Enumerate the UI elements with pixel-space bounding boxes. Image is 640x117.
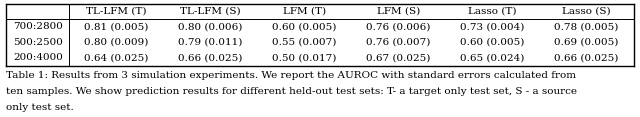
Text: TL-LFM (T): TL-LFM (T) bbox=[86, 7, 147, 16]
Text: only test set.: only test set. bbox=[6, 103, 74, 112]
Text: 0.67 (0.025): 0.67 (0.025) bbox=[366, 53, 431, 62]
Text: 0.69 (0.005): 0.69 (0.005) bbox=[554, 38, 619, 47]
Text: 0.78 (0.005): 0.78 (0.005) bbox=[554, 22, 619, 31]
Text: TL-LFM (S): TL-LFM (S) bbox=[180, 7, 241, 16]
Text: LFM (T): LFM (T) bbox=[283, 7, 326, 16]
Text: 700:2800: 700:2800 bbox=[13, 22, 63, 31]
Text: 0.66 (0.025): 0.66 (0.025) bbox=[554, 53, 619, 62]
Text: 0.80 (0.006): 0.80 (0.006) bbox=[178, 22, 243, 31]
Text: 500:2500: 500:2500 bbox=[13, 38, 63, 47]
Text: 200:4000: 200:4000 bbox=[13, 53, 63, 62]
Text: 0.81 (0.005): 0.81 (0.005) bbox=[84, 22, 148, 31]
Text: 0.60 (0.005): 0.60 (0.005) bbox=[272, 22, 337, 31]
Text: 0.55 (0.007): 0.55 (0.007) bbox=[272, 38, 337, 47]
Text: 0.60 (0.005): 0.60 (0.005) bbox=[460, 38, 525, 47]
Text: Table 1: Results from 3 simulation experiments. We report the AUROC with standar: Table 1: Results from 3 simulation exper… bbox=[6, 71, 577, 80]
Text: 0.64 (0.025): 0.64 (0.025) bbox=[84, 53, 148, 62]
Text: Lasso (T): Lasso (T) bbox=[468, 7, 516, 16]
Text: Lasso (S): Lasso (S) bbox=[563, 7, 611, 16]
Text: 0.50 (0.017): 0.50 (0.017) bbox=[272, 53, 337, 62]
Text: 0.65 (0.024): 0.65 (0.024) bbox=[460, 53, 525, 62]
Text: 0.76 (0.006): 0.76 (0.006) bbox=[366, 22, 431, 31]
Text: 0.80 (0.009): 0.80 (0.009) bbox=[84, 38, 148, 47]
Text: 0.66 (0.025): 0.66 (0.025) bbox=[178, 53, 243, 62]
Text: 0.79 (0.011): 0.79 (0.011) bbox=[178, 38, 243, 47]
Text: 0.73 (0.004): 0.73 (0.004) bbox=[460, 22, 525, 31]
Text: 0.76 (0.007): 0.76 (0.007) bbox=[366, 38, 431, 47]
Text: ten samples. We show prediction results for different held-out test sets: T- a t: ten samples. We show prediction results … bbox=[6, 87, 577, 96]
Text: LFM (S): LFM (S) bbox=[377, 7, 420, 16]
